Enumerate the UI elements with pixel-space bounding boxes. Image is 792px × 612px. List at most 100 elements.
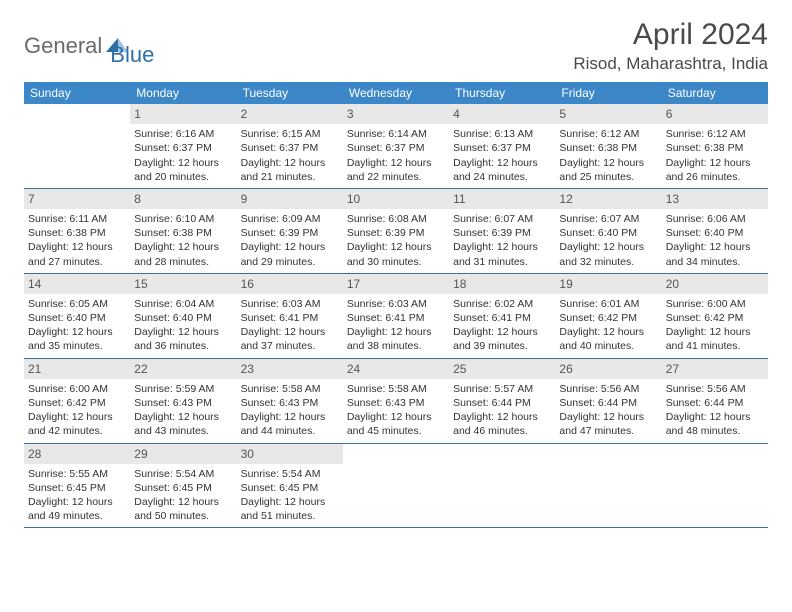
- day-line-day1: Daylight: 12 hours: [347, 240, 445, 254]
- day-line-sunrise: Sunrise: 6:03 AM: [347, 297, 445, 311]
- weekday-header: Saturday: [662, 82, 768, 104]
- day-line-day2: and 24 minutes.: [453, 170, 551, 184]
- day-cell: [449, 444, 555, 528]
- day-line-day1: Daylight: 12 hours: [347, 325, 445, 339]
- day-line-sunrise: Sunrise: 5:57 AM: [453, 382, 551, 396]
- day-content: Sunrise: 6:09 AMSunset: 6:39 PMDaylight:…: [237, 212, 343, 269]
- day-line-day2: and 21 minutes.: [241, 170, 339, 184]
- day-line-sunrise: Sunrise: 6:12 AM: [559, 127, 657, 141]
- day-cell: 2Sunrise: 6:15 AMSunset: 6:37 PMDaylight…: [237, 104, 343, 188]
- day-cell: 19Sunrise: 6:01 AMSunset: 6:42 PMDayligh…: [555, 274, 661, 358]
- day-line-day1: Daylight: 12 hours: [559, 240, 657, 254]
- day-cell: 27 Sunrise: 5:56 AMSunset: 6:44 PMDayligh…: [662, 359, 768, 443]
- day-line-day1: Daylight: 12 hours: [134, 410, 232, 424]
- day-number: 1: [130, 104, 236, 124]
- weekday-header: Friday: [555, 82, 661, 104]
- day-content: Sunrise: 6:14 AMSunset: 6:37 PMDaylight:…: [343, 127, 449, 184]
- header: General Blue April 2024 Risod, Maharasht…: [24, 18, 768, 74]
- day-cell: 6Sunrise: 6:12 AMSunset: 6:38 PMDaylight…: [662, 104, 768, 188]
- day-line-day2: and 27 minutes.: [28, 255, 126, 269]
- day-line-sunset: Sunset: 6:37 PM: [134, 141, 232, 155]
- day-number: 13: [662, 189, 768, 209]
- day-content: Sunrise: 5:54 AMSunset: 6:45 PMDaylight:…: [130, 467, 236, 524]
- day-line-sunrise: Sunrise: 6:15 AM: [241, 127, 339, 141]
- day-number: 12: [555, 189, 661, 209]
- calendar: SundayMondayTuesdayWednesdayThursdayFrid…: [24, 82, 768, 528]
- day-cell: 17Sunrise: 6:03 AMSunset: 6:41 PMDayligh…: [343, 274, 449, 358]
- day-line-day1: Daylight: 12 hours: [241, 410, 339, 424]
- day-line-day1: Daylight: 12 hours: [241, 325, 339, 339]
- day-cell: 10Sunrise: 6:08 AMSunset: 6:39 PMDayligh…: [343, 189, 449, 273]
- day-line-sunset: Sunset: 6:43 PM: [134, 396, 232, 410]
- day-number: 24: [343, 359, 449, 379]
- day-line-day2: and 31 minutes.: [453, 255, 551, 269]
- day-line-day1: Daylight: 12 hours: [453, 240, 551, 254]
- day-number: 23: [237, 359, 343, 379]
- day-number: 27: [662, 359, 768, 379]
- day-line-sunrise: Sunrise: 6:08 AM: [347, 212, 445, 226]
- day-content: Sunrise: 5:55 AMSunset: 6:45 PMDaylight:…: [24, 467, 130, 524]
- day-line-sunrise: Sunrise: 6:03 AM: [241, 297, 339, 311]
- day-content: Sunrise: 5:58 AMSunset: 6:43 PMDaylight:…: [343, 382, 449, 439]
- day-line-day1: Daylight: 12 hours: [241, 495, 339, 509]
- day-line-sunset: Sunset: 6:38 PM: [134, 226, 232, 240]
- day-content: Sunrise: 6:00 AMSunset: 6:42 PMDaylight:…: [24, 382, 130, 439]
- day-content: Sunrise: 5:59 AMSunset: 6:43 PMDaylight:…: [130, 382, 236, 439]
- week-row: 21Sunrise: 6:00 AMSunset: 6:42 PMDayligh…: [24, 359, 768, 444]
- day-content: Sunrise: 6:12 AMSunset: 6:38 PMDaylight:…: [555, 127, 661, 184]
- day-content: Sunrise: 5:56 AMSunset: 6:44 PMDaylight:…: [662, 382, 768, 439]
- month-title: April 2024: [573, 18, 768, 52]
- day-number: 19: [555, 274, 661, 294]
- week-row: 14Sunrise: 6:05 AMSunset: 6:40 PMDayligh…: [24, 274, 768, 359]
- day-line-day2: and 49 minutes.: [28, 509, 126, 523]
- day-cell: 3Sunrise: 6:14 AMSunset: 6:37 PMDaylight…: [343, 104, 449, 188]
- day-content: Sunrise: 6:04 AMSunset: 6:40 PMDaylight:…: [130, 297, 236, 354]
- day-line-sunrise: Sunrise: 6:00 AM: [28, 382, 126, 396]
- day-content: Sunrise: 6:15 AMSunset: 6:37 PMDaylight:…: [237, 127, 343, 184]
- week-row: 28Sunrise: 5:55 AMSunset: 6:45 PMDayligh…: [24, 444, 768, 529]
- day-line-sunset: Sunset: 6:41 PM: [347, 311, 445, 325]
- day-line-day1: Daylight: 12 hours: [241, 240, 339, 254]
- day-line-sunset: Sunset: 6:38 PM: [559, 141, 657, 155]
- day-cell: 8Sunrise: 6:10 AMSunset: 6:38 PMDaylight…: [130, 189, 236, 273]
- day-line-day2: and 47 minutes.: [559, 424, 657, 438]
- day-line-day2: and 46 minutes.: [453, 424, 551, 438]
- day-line-day2: and 39 minutes.: [453, 339, 551, 353]
- day-cell: 26Sunrise: 5:56 AMSunset: 6:44 PMDayligh…: [555, 359, 661, 443]
- day-line-sunrise: Sunrise: 5:55 AM: [28, 467, 126, 481]
- day-line-sunset: Sunset: 6:39 PM: [241, 226, 339, 240]
- day-number: 9: [237, 189, 343, 209]
- day-line-day2: and 25 minutes.: [559, 170, 657, 184]
- day-line-day1: Daylight: 12 hours: [453, 325, 551, 339]
- day-cell: 7Sunrise: 6:11 AMSunset: 6:38 PMDaylight…: [24, 189, 130, 273]
- day-line-sunset: Sunset: 6:37 PM: [347, 141, 445, 155]
- day-line-sunset: Sunset: 6:45 PM: [28, 481, 126, 495]
- day-line-day2: and 40 minutes.: [559, 339, 657, 353]
- day-line-sunrise: Sunrise: 5:59 AM: [134, 382, 232, 396]
- day-content: Sunrise: 6:08 AMSunset: 6:39 PMDaylight:…: [343, 212, 449, 269]
- day-line-day2: and 37 minutes.: [241, 339, 339, 353]
- day-line-sunrise: Sunrise: 6:05 AM: [28, 297, 126, 311]
- day-cell: 24 Sunrise: 5:58 AMSunset: 6:43 PMDayligh…: [343, 359, 449, 443]
- day-cell: 23 Sunrise: 5:58 AMSunset: 6:43 PMDayligh…: [237, 359, 343, 443]
- day-content: Sunrise: 6:00 AMSunset: 6:42 PMDaylight:…: [662, 297, 768, 354]
- day-line-day1: Daylight: 12 hours: [559, 410, 657, 424]
- day-number: 8: [130, 189, 236, 209]
- day-cell: 25Sunrise: 5:57 AMSunset: 6:44 PMDayligh…: [449, 359, 555, 443]
- day-cell: 29Sunrise: 5:54 AMSunset: 6:45 PMDayligh…: [130, 444, 236, 528]
- day-cell: [555, 444, 661, 528]
- day-cell: 13Sunrise: 6:06 AMSunset: 6:40 PMDayligh…: [662, 189, 768, 273]
- day-line-sunset: Sunset: 6:42 PM: [666, 311, 764, 325]
- day-content: Sunrise: 5:56 AMSunset: 6:44 PMDaylight:…: [555, 382, 661, 439]
- day-content: Sunrise: 5:58 AMSunset: 6:43 PMDaylight:…: [237, 382, 343, 439]
- day-line-day1: Daylight: 12 hours: [666, 325, 764, 339]
- week-row: 1Sunrise: 6:16 AMSunset: 6:37 PMDaylight…: [24, 104, 768, 189]
- day-line-sunset: Sunset: 6:41 PM: [453, 311, 551, 325]
- weekday-header-row: SundayMondayTuesdayWednesdayThursdayFrid…: [24, 82, 768, 104]
- day-cell: 30Sunrise: 5:54 AMSunset: 6:45 PMDayligh…: [237, 444, 343, 528]
- day-content: Sunrise: 6:07 AMSunset: 6:39 PMDaylight:…: [449, 212, 555, 269]
- day-number: 28: [24, 444, 130, 464]
- day-line-day1: Daylight: 12 hours: [666, 156, 764, 170]
- day-number: 18: [449, 274, 555, 294]
- day-line-sunrise: Sunrise: 6:14 AM: [347, 127, 445, 141]
